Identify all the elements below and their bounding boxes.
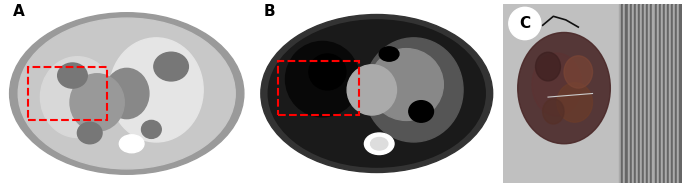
Bar <box>651 4 653 183</box>
Bar <box>659 4 661 183</box>
Text: B: B <box>263 4 275 19</box>
Ellipse shape <box>77 122 102 144</box>
Bar <box>623 4 625 183</box>
Ellipse shape <box>518 33 610 144</box>
Ellipse shape <box>10 13 244 174</box>
Bar <box>278 61 360 115</box>
Bar <box>677 4 680 183</box>
Ellipse shape <box>309 54 346 90</box>
Text: A: A <box>13 4 25 19</box>
Bar <box>665 4 667 183</box>
Bar <box>661 4 663 183</box>
Bar <box>671 4 673 183</box>
Bar <box>669 4 671 183</box>
Circle shape <box>509 7 541 40</box>
Ellipse shape <box>261 15 493 172</box>
Bar <box>663 4 665 183</box>
Ellipse shape <box>154 52 188 81</box>
Ellipse shape <box>364 133 394 154</box>
Ellipse shape <box>142 120 161 138</box>
Bar <box>667 4 669 183</box>
Ellipse shape <box>105 68 149 119</box>
Text: C: C <box>519 16 530 31</box>
Bar <box>634 4 636 183</box>
Bar <box>642 4 644 183</box>
Ellipse shape <box>543 99 564 124</box>
Bar <box>619 4 621 183</box>
Bar <box>653 4 655 183</box>
Bar <box>657 4 659 183</box>
Ellipse shape <box>110 38 203 142</box>
Ellipse shape <box>269 20 485 167</box>
Bar <box>675 4 677 183</box>
Bar <box>632 4 634 183</box>
Bar <box>644 4 646 183</box>
Ellipse shape <box>286 42 360 117</box>
Ellipse shape <box>119 135 144 153</box>
Bar <box>625 4 627 183</box>
Bar <box>627 4 630 183</box>
Bar <box>640 4 642 183</box>
Bar <box>630 4 632 183</box>
Bar <box>636 4 638 183</box>
Bar <box>638 4 640 183</box>
Bar <box>673 4 675 183</box>
Ellipse shape <box>18 18 235 169</box>
Ellipse shape <box>58 63 87 88</box>
Bar <box>648 4 651 183</box>
Ellipse shape <box>347 65 397 115</box>
Bar <box>680 4 682 183</box>
Ellipse shape <box>364 38 463 142</box>
Ellipse shape <box>564 56 593 88</box>
Bar <box>28 67 107 120</box>
Ellipse shape <box>371 137 388 150</box>
Ellipse shape <box>369 49 443 120</box>
Ellipse shape <box>70 74 124 131</box>
Ellipse shape <box>379 47 399 61</box>
Ellipse shape <box>557 83 593 122</box>
Ellipse shape <box>40 57 114 137</box>
Ellipse shape <box>409 101 434 122</box>
Bar <box>503 4 619 183</box>
Bar <box>655 4 657 183</box>
Ellipse shape <box>532 53 582 116</box>
Ellipse shape <box>536 52 560 81</box>
Bar <box>646 4 648 183</box>
Bar <box>621 4 623 183</box>
